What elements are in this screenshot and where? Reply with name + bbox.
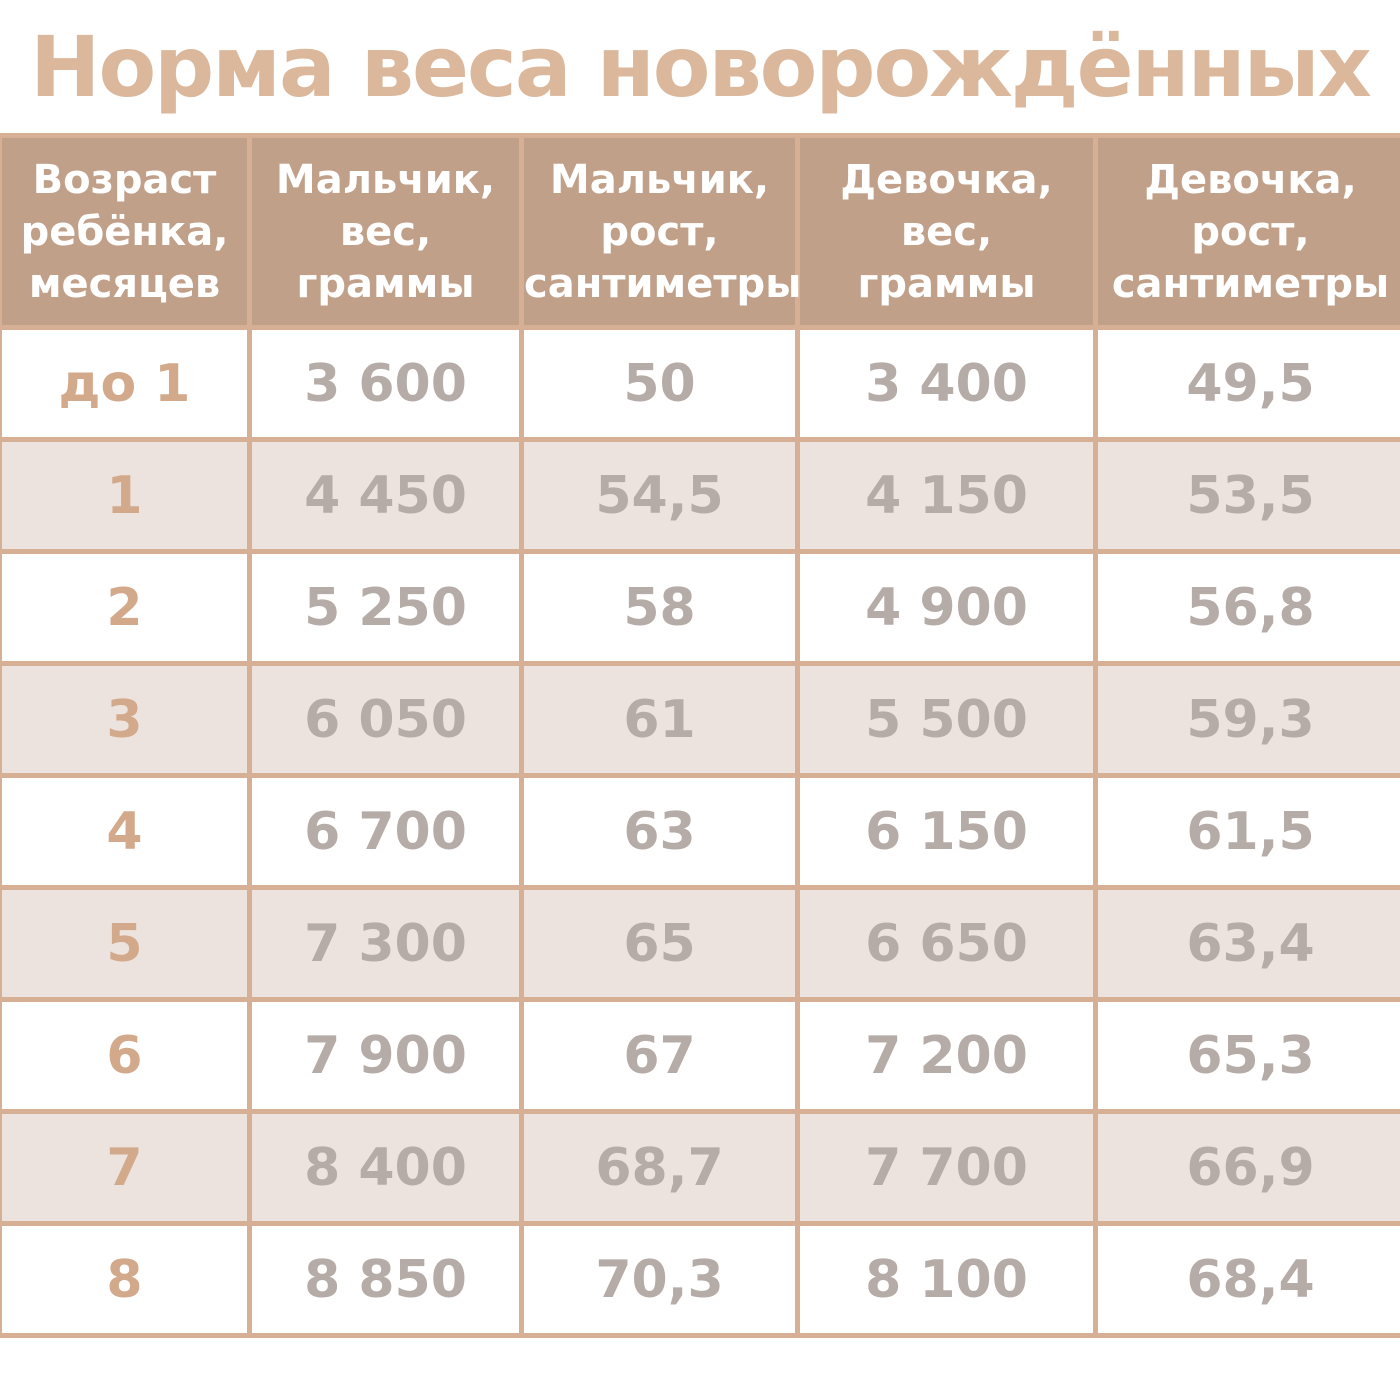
value-cell: 8 400 (247, 1109, 524, 1226)
age-cell: 7 (0, 1109, 252, 1226)
value-cell: 5 250 (247, 549, 524, 666)
value-cell: 63,4 (1093, 885, 1400, 1002)
column-header: Девочка, рост, сантиметры (1093, 133, 1400, 330)
age-cell: до 1 (0, 325, 252, 442)
value-cell: 67 (519, 997, 800, 1114)
column-header: Мальчик, рост, сантиметры (519, 133, 802, 330)
value-cell: 50 (519, 325, 800, 442)
age-cell: 1 (0, 437, 252, 554)
value-cell: 6 150 (795, 773, 1098, 890)
value-cell: 58 (519, 549, 800, 666)
value-cell: 3 400 (795, 325, 1098, 442)
value-cell: 61,5 (1093, 773, 1400, 890)
value-cell: 53,5 (1093, 437, 1400, 554)
value-cell: 68,4 (1093, 1221, 1400, 1338)
value-cell: 7 700 (795, 1109, 1098, 1226)
value-cell: 7 900 (247, 997, 524, 1114)
value-cell: 65,3 (1093, 997, 1400, 1114)
value-cell: 7 200 (795, 997, 1098, 1114)
value-cell: 66,9 (1093, 1109, 1400, 1226)
table-head: Возраст ребёнка, месяцев Мальчик, вес, граммы… (0, 133, 1400, 330)
value-cell: 56,8 (1093, 549, 1400, 666)
header-line: сантиметры (524, 260, 802, 307)
header-line: сантиметры (1111, 260, 1390, 307)
age-cell: 4 (0, 773, 252, 890)
header-line: граммы (296, 260, 475, 307)
age-cell: 2 (0, 549, 252, 666)
value-cell: 6 700 (247, 773, 524, 890)
value-cell: 6 050 (247, 661, 524, 778)
age-cell: 6 (0, 997, 252, 1114)
value-cell: 63 (519, 773, 800, 890)
value-cell: 4 150 (795, 437, 1098, 554)
header-line: Мальчик, (275, 156, 496, 203)
value-cell: 54,5 (519, 437, 800, 554)
header-line: Девочка, (840, 156, 1053, 203)
title: Норма веса новорождённых (30, 18, 1372, 116)
value-cell: 65 (519, 885, 800, 1002)
value-cell: 3 600 (247, 325, 524, 442)
header-line: вес, (900, 208, 993, 255)
column-header: Девочка, вес, граммы (795, 133, 1098, 330)
header-line: месяцев (28, 260, 221, 307)
value-cell: 59,3 (1093, 661, 1400, 778)
value-cell: 8 100 (795, 1221, 1098, 1338)
value-cell: 49,5 (1093, 325, 1400, 442)
header-line: рост, (1191, 208, 1310, 255)
age-cell: 8 (0, 1221, 252, 1338)
value-cell: 70,3 (519, 1221, 800, 1338)
age-cell: 3 (0, 661, 252, 778)
value-cell: 5 500 (795, 661, 1098, 778)
column-header: Возраст ребёнка, месяцев (0, 133, 252, 330)
header-row: Возраст ребёнка, месяцев Мальчик, вес, граммы… (0, 133, 1400, 330)
header-line: ребёнка, (20, 208, 229, 255)
header-line: Девочка, (1144, 156, 1357, 203)
column-header: Мальчик, вес, граммы (247, 133, 524, 330)
value-cell: 4 900 (795, 549, 1098, 666)
value-cell: 6 650 (795, 885, 1098, 1002)
value-cell: 7 300 (247, 885, 524, 1002)
age-cell: 5 (0, 885, 252, 1002)
weight-table: Возраст ребёнка, месяцев Мальчик, вес, граммы… (0, 133, 1400, 1338)
header-line: Возраст (32, 156, 217, 203)
value-cell: 4 450 (247, 437, 524, 554)
value-cell: 68,7 (519, 1109, 800, 1226)
value-cell: 61 (519, 661, 800, 778)
header-line: граммы (857, 260, 1036, 307)
header-line: Мальчик, (549, 156, 770, 203)
header-line: рост, (600, 208, 719, 255)
header-line: вес, (339, 208, 432, 255)
value-cell: 8 850 (247, 1221, 524, 1338)
